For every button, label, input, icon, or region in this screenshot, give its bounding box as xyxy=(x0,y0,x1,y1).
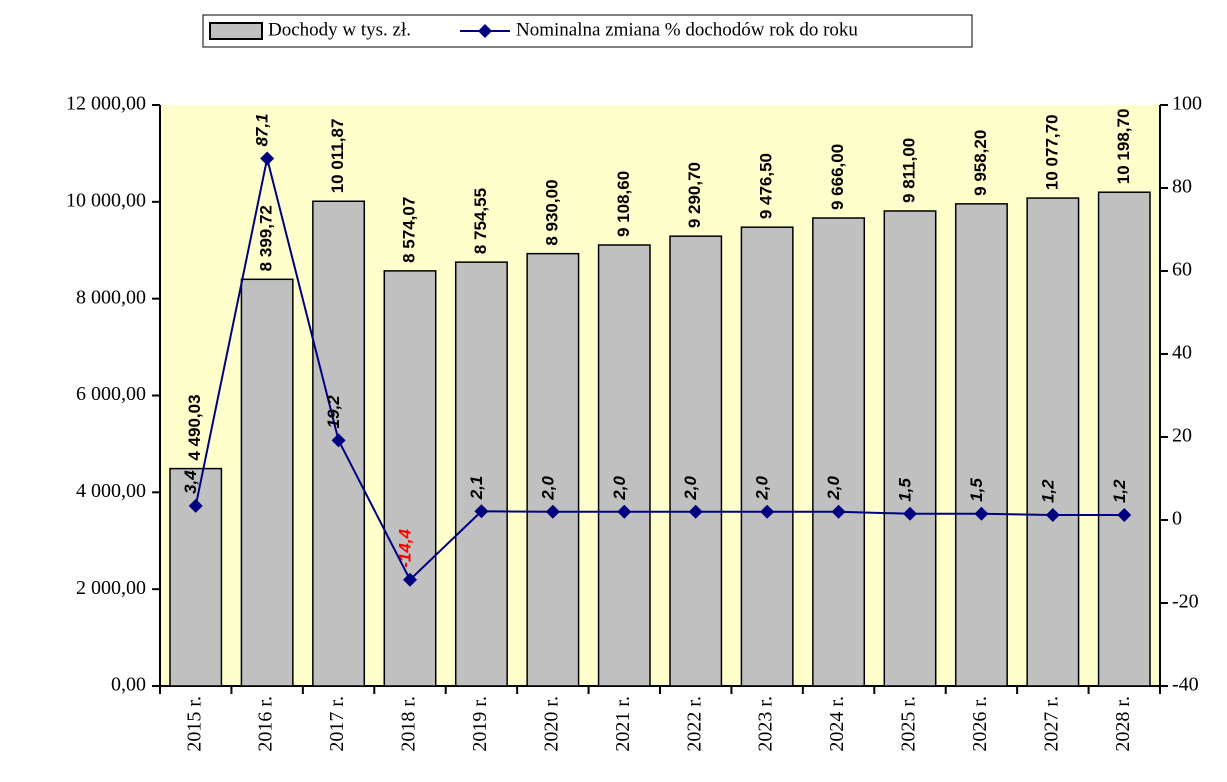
legend-label: Dochody w tys. zł. xyxy=(268,19,411,40)
y2-tick-label: -40 xyxy=(1172,674,1199,696)
y-tick-label: 2 000,00 xyxy=(76,577,146,599)
bar xyxy=(954,203,1008,687)
marker xyxy=(903,506,917,521)
x-tick-label: 2017 r. xyxy=(326,696,348,752)
line-value-label: 2,0 xyxy=(538,476,557,501)
bar-value-label: 9 958,20 xyxy=(971,130,990,196)
bar xyxy=(383,270,437,687)
x-tick-label: 2028 r. xyxy=(1112,696,1134,752)
bar-value-label: 10 011,87 xyxy=(328,119,347,194)
legend-swatch-bar xyxy=(209,22,263,40)
legend-label: Nominalna zmiana % dochodów rok do roku xyxy=(516,19,858,40)
bar xyxy=(669,235,723,687)
line-value-label: 2,0 xyxy=(753,476,772,501)
marker xyxy=(760,504,775,519)
y-tick-label: 6 000,00 xyxy=(76,383,146,405)
x-tick-label: 2026 r. xyxy=(969,696,991,752)
y-tick-label: 12 000,00 xyxy=(66,93,146,115)
line-value-label: 1,2 xyxy=(1110,479,1129,503)
x-tick-label: 2024 r. xyxy=(826,696,848,752)
bar-value-label: 8 574,07 xyxy=(399,197,418,263)
marker xyxy=(617,504,632,519)
bar-value-label: 9 290,70 xyxy=(685,162,704,228)
line-value-label: 2,0 xyxy=(610,476,629,501)
x-tick-label: 2025 r. xyxy=(898,696,920,752)
bar xyxy=(1026,197,1080,687)
bar-value-label: 9 666,00 xyxy=(828,144,847,210)
x-tick-label: 2016 r. xyxy=(255,696,277,752)
bar xyxy=(526,252,580,687)
line-value-label: 19,2 xyxy=(324,395,343,429)
line-value-label: 1,5 xyxy=(967,478,986,502)
marker xyxy=(688,504,703,519)
x-tick-label: 2019 r. xyxy=(469,696,491,752)
bar-value-label: 8 754,55 xyxy=(471,188,490,254)
y2-tick-label: 60 xyxy=(1172,259,1192,281)
marker xyxy=(403,572,417,587)
bar-value-label: 9 476,50 xyxy=(757,153,776,219)
y2-tick-label: 40 xyxy=(1172,342,1192,364)
bar-value-label: 4 490,03 xyxy=(185,394,204,460)
line-value-label: 3,4 xyxy=(181,470,200,494)
line-value-label: -14,4 xyxy=(395,528,414,567)
marker xyxy=(260,151,275,166)
line-value-label: 87,1 xyxy=(253,113,272,146)
line-value-label: 2,0 xyxy=(824,476,843,501)
marker xyxy=(188,498,203,513)
y2-tick-label: -20 xyxy=(1172,591,1199,613)
y-tick-label: 8 000,00 xyxy=(76,286,146,308)
bar xyxy=(883,210,937,687)
marker xyxy=(1117,508,1132,523)
line-value-label: 1,2 xyxy=(1038,479,1057,503)
legend-marker xyxy=(478,24,492,38)
bar xyxy=(812,217,866,687)
x-tick-label: 2022 r. xyxy=(683,696,705,752)
bar xyxy=(240,278,294,687)
bar-value-label: 10 198,70 xyxy=(1114,109,1133,185)
y-tick-label: 4 000,00 xyxy=(76,480,146,502)
marker xyxy=(1045,508,1060,523)
bar-value-label: 9 108,60 xyxy=(614,171,633,237)
y2-tick-label: 80 xyxy=(1172,176,1192,198)
x-tick-label: 2018 r. xyxy=(398,696,420,752)
y2-tick-label: 20 xyxy=(1172,425,1192,447)
marker xyxy=(331,433,346,448)
bar-value-label: 8 399,72 xyxy=(257,205,276,271)
marker xyxy=(474,504,489,519)
bar-value-label: 8 930,00 xyxy=(542,179,561,245)
x-tick-label: 2021 r. xyxy=(612,696,634,752)
line-value-label: 2,1 xyxy=(467,476,486,501)
line-value-label: 1,5 xyxy=(895,478,914,502)
line xyxy=(194,158,1125,582)
y-tick-label: 10 000,00 xyxy=(66,189,146,211)
bar-value-label: 9 811,00 xyxy=(899,138,918,203)
x-tick-label: 2027 r. xyxy=(1040,696,1062,752)
marker xyxy=(545,504,560,519)
x-tick-label: 2023 r. xyxy=(755,696,777,752)
y2-tick-label: 0 xyxy=(1172,508,1182,530)
x-tick-label: 2020 r. xyxy=(540,696,562,752)
marker xyxy=(831,504,846,519)
legend xyxy=(202,14,973,48)
bar xyxy=(1097,191,1151,687)
bar xyxy=(740,226,794,687)
x-tick-label: 2015 r. xyxy=(183,696,205,752)
plot-area xyxy=(160,105,1160,686)
line-value-label: 2,0 xyxy=(681,476,700,501)
y-tick-label: 0,00 xyxy=(111,674,146,696)
y2-tick-label: 100 xyxy=(1172,93,1202,115)
bar-value-label: 10 077,70 xyxy=(1042,114,1061,190)
bar xyxy=(597,244,651,687)
marker xyxy=(974,506,989,521)
bar xyxy=(454,261,508,687)
